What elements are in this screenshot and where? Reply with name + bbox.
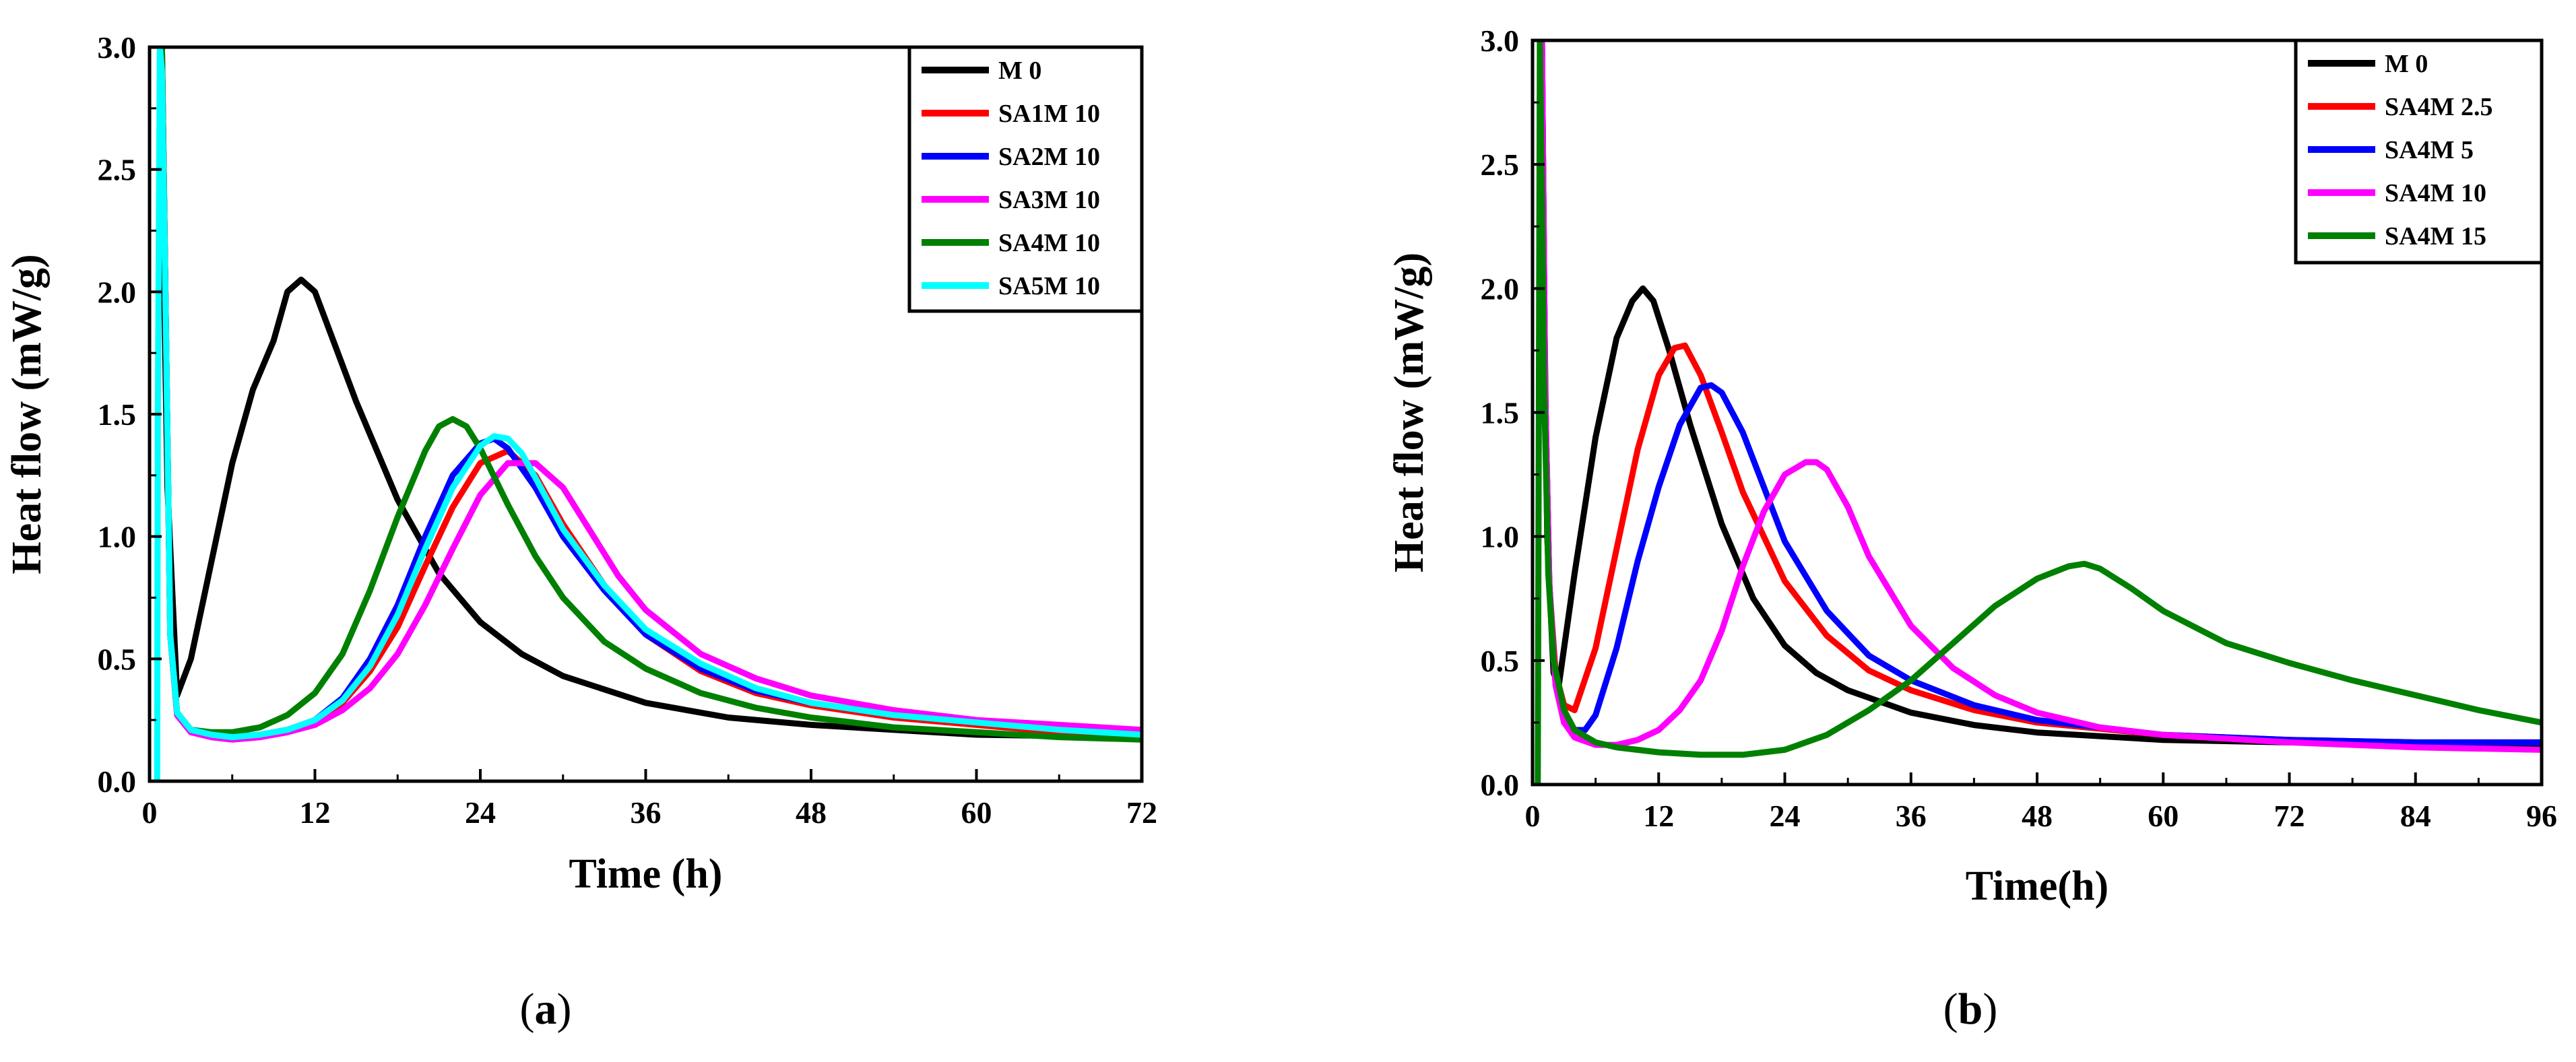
legend-label: SA3M 10 (998, 186, 1100, 214)
series-line-sa4m-15 (1535, 40, 2542, 785)
legend-label: SA1M 10 (998, 100, 1100, 128)
y-tick-label: 2.0 (1481, 271, 1520, 306)
legend: M 0 SA1M 10 SA2M 10 SA3M 10 SA4M 10 SA5M 10 (907, 45, 1144, 313)
y-tick-label: 0.5 (1481, 644, 1520, 678)
legend-box (907, 45, 1144, 313)
y-tick-label: 0.0 (98, 764, 137, 799)
x-tick-label: 0 (142, 795, 158, 830)
x-tick-label: 84 (2400, 799, 2431, 833)
x-tick-label: 0 (1525, 799, 1541, 833)
y-axis-title: Heat flow (mW/g) (4, 254, 50, 574)
series-line-sa5m-10 (154, 47, 1142, 781)
legend-label: SA2M 10 (998, 143, 1100, 171)
chart-a: 0 12 24 36 48 60 72 0.0 0.5 1.0 1.5 2.0 2.5 3.0 Time (… (4, 30, 1157, 1034)
x-tick-label: 48 (796, 795, 827, 830)
y-tick-label: 1.0 (1481, 520, 1520, 554)
y-tick-label: 3.0 (98, 30, 137, 65)
legend-label: SA4M 10 (998, 229, 1100, 257)
series-line-m-0 (157, 47, 1142, 741)
legend-label: SA4M 15 (2385, 222, 2486, 251)
x-tick-label: 24 (465, 795, 496, 830)
x-tick-label: 72 (1126, 795, 1157, 830)
y-tick-label: 0.0 (1481, 768, 1520, 802)
x-tick-label: 72 (2274, 799, 2305, 833)
y-tick-label: 1.0 (98, 520, 137, 554)
series-group (1535, 40, 2542, 785)
legend: M 0 SA4M 2.5 SA4M 5 SA4M 10 SA4M 15 (2294, 38, 2544, 265)
x-tick-label: 12 (300, 795, 331, 830)
x-tick-label: 36 (631, 795, 662, 830)
y-tick-label: 2.5 (1481, 147, 1520, 182)
legend-label: SA4M 2.5 (2385, 93, 2492, 121)
y-tick-label: 3.0 (1481, 24, 1520, 58)
legend-label: SA5M 10 (998, 272, 1100, 300)
panel-caption: (a) (520, 985, 572, 1034)
legend-label: M 0 (998, 57, 1041, 85)
legend-label: M 0 (2385, 50, 2428, 78)
x-tick-label: 60 (961, 795, 992, 830)
x-axis-title: Time (h) (569, 851, 723, 897)
panel-caption: (b) (1943, 985, 1998, 1034)
y-tick-label: 1.5 (98, 397, 137, 432)
y-tick-label: 2.5 (98, 153, 137, 187)
x-tick-label: 24 (1770, 799, 1801, 833)
series-group (154, 47, 1142, 781)
x-tick-label: 60 (2148, 799, 2179, 833)
y-axis-title: Heat flow (mW/g) (1386, 253, 1432, 572)
x-tick-label: 12 (1643, 799, 1674, 833)
legend-label: SA4M 10 (2385, 179, 2486, 207)
x-tick-label: 96 (2526, 799, 2557, 833)
y-tick-label: 0.5 (98, 642, 137, 676)
chart-b: 0 12 24 36 48 60 72 84 96 0.0 0.5 1.0 1.5 2.0 2.5 3.0 Ti… (1386, 24, 2557, 1034)
y-tick-label: 2.0 (98, 275, 137, 309)
y-tick-label: 1.5 (1481, 396, 1520, 430)
legend-label: SA4M 5 (2385, 136, 2474, 164)
x-axis-title: Time(h) (1966, 863, 2108, 909)
series-line-sa4m-10 (1539, 40, 2542, 753)
x-tick-label: 48 (2022, 799, 2053, 833)
x-tick-label: 36 (1896, 799, 1927, 833)
